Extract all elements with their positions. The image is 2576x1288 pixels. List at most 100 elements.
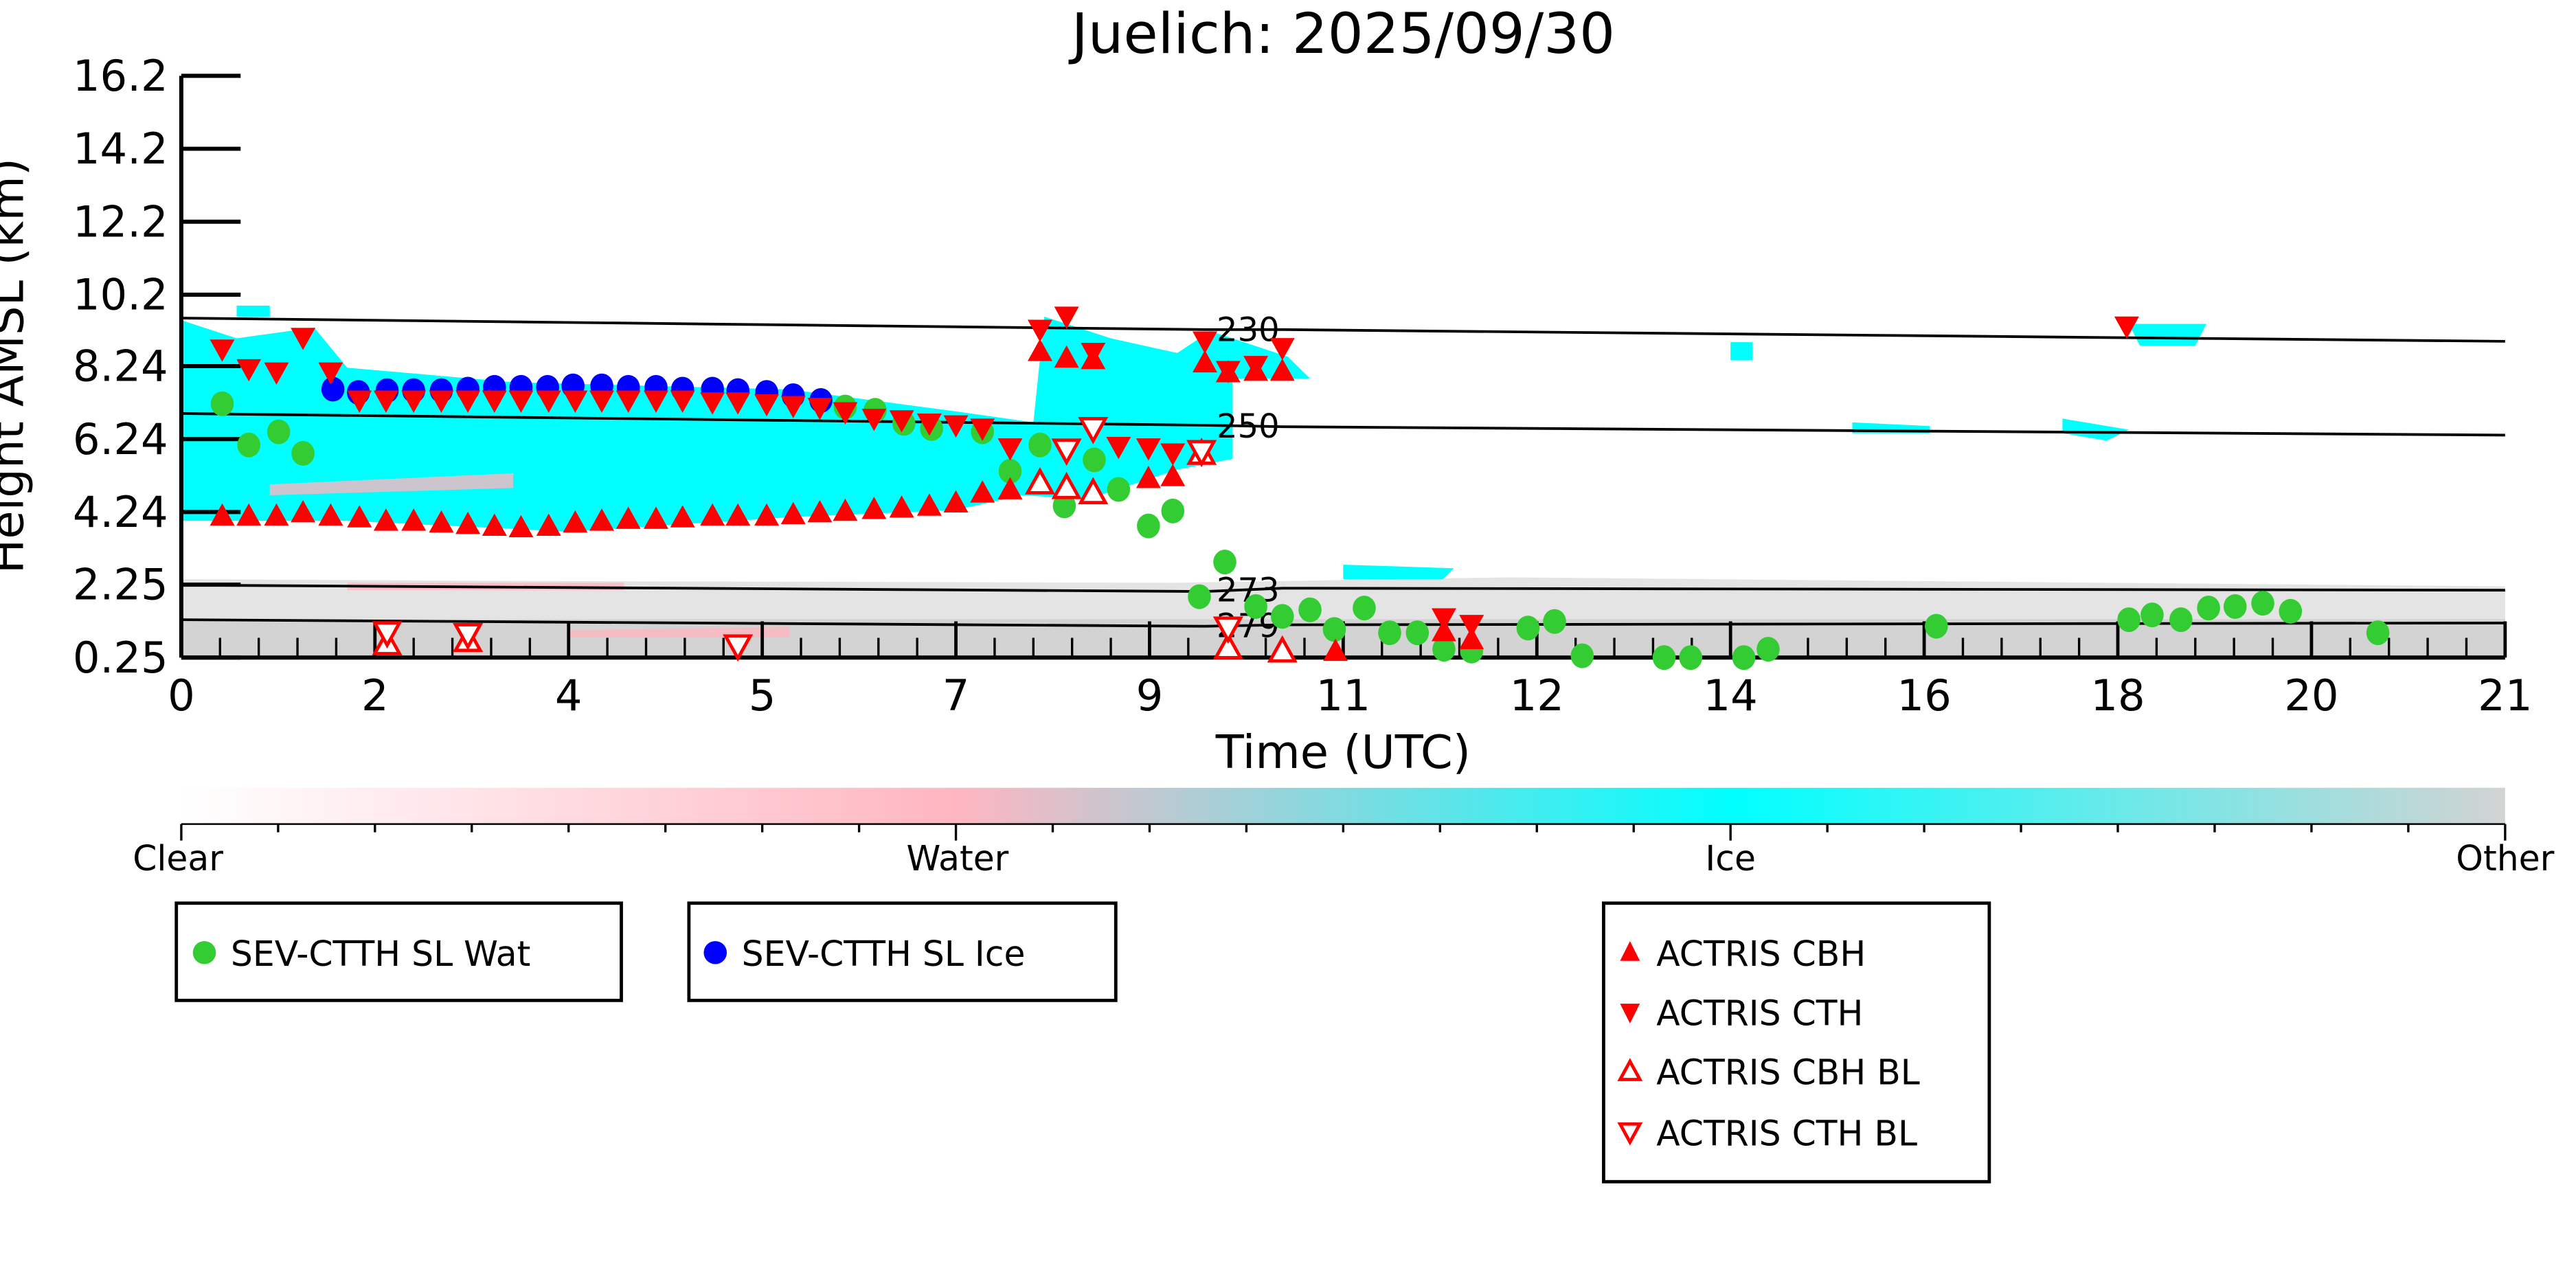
x-tick-label: 16 xyxy=(1897,670,1951,721)
data-point xyxy=(2279,598,2303,624)
data-point xyxy=(482,513,507,536)
data-point xyxy=(916,493,942,516)
legend-label: SEV-CTTH SL Ice xyxy=(742,934,1026,974)
x-tick-label: 0 xyxy=(168,670,195,721)
x-tick-label: 18 xyxy=(2090,670,2145,721)
data-point xyxy=(2197,596,2220,621)
data-point xyxy=(318,362,343,385)
colorbar-label-clear: Clear xyxy=(133,838,223,879)
x-tick-label: 7 xyxy=(942,670,970,721)
data-point xyxy=(998,458,1022,484)
data-point xyxy=(482,390,507,413)
data-point xyxy=(644,506,668,529)
legend-marker-triangle-down-hollow xyxy=(1617,1122,1643,1146)
data-point xyxy=(291,328,316,350)
data-point xyxy=(2251,591,2274,616)
data-point xyxy=(264,362,289,385)
series-actris-cth xyxy=(210,306,2139,637)
data-point xyxy=(1298,597,1322,622)
y-tick-label: 14.2 xyxy=(73,124,168,174)
data-point xyxy=(563,390,588,413)
colorbar-gradient xyxy=(181,787,2505,824)
data-point xyxy=(970,418,995,441)
data-point xyxy=(1269,338,1295,361)
data-point xyxy=(210,503,235,526)
data-point xyxy=(1054,306,1079,329)
data-point xyxy=(780,396,806,418)
ice-cloud-patch xyxy=(2129,324,2206,346)
data-point xyxy=(725,503,751,526)
data-point xyxy=(1054,345,1079,368)
isotherm-line xyxy=(181,412,2505,437)
legend-satellite-ice: SEV-CTTH SL Ice xyxy=(687,901,1118,1002)
data-point xyxy=(615,390,641,413)
data-point xyxy=(1516,615,1540,641)
data-point xyxy=(1432,637,1456,662)
data-point xyxy=(1078,417,1109,444)
y-tick-label: 10.2 xyxy=(73,270,168,320)
data-point xyxy=(1027,319,1052,342)
data-point xyxy=(237,432,260,457)
data-point xyxy=(1027,339,1052,361)
y-tick-label: 4.24 xyxy=(73,487,168,537)
x-tick-label: 9 xyxy=(1136,670,1164,721)
legend-marker-blue-circle xyxy=(703,940,727,964)
data-point xyxy=(373,390,398,413)
data-point xyxy=(1322,617,1346,642)
data-point xyxy=(1353,596,1376,621)
data-point xyxy=(943,415,969,438)
data-point xyxy=(889,495,914,518)
x-tick-label: 5 xyxy=(749,670,776,721)
data-point xyxy=(1024,467,1056,495)
data-point xyxy=(1215,361,1241,383)
data-point xyxy=(1270,604,1294,629)
legend-marker-triangle-up-filled xyxy=(1620,940,1640,961)
ice-cloud-patch xyxy=(2062,418,2129,441)
data-point xyxy=(1081,342,1106,365)
data-point xyxy=(372,621,403,649)
data-point xyxy=(347,390,372,413)
data-point xyxy=(589,508,615,531)
series-actris-cth-bl xyxy=(372,417,1243,662)
series-actris-cbh xyxy=(210,339,1484,662)
x-tick-label: 21 xyxy=(2478,670,2532,721)
data-point xyxy=(536,513,561,536)
data-point xyxy=(508,515,534,538)
legend-marker-triangle-up-hollow xyxy=(1617,1058,1643,1081)
data-point xyxy=(833,402,858,425)
data-point xyxy=(291,499,316,523)
data-point xyxy=(236,503,262,526)
data-point xyxy=(401,390,427,413)
isotherm-line xyxy=(181,583,2505,594)
chart-title: Juelich: 2025/09/30 xyxy=(1068,1,1615,67)
data-point xyxy=(1267,635,1298,663)
legend-label: SEV-CTTH SL Wat xyxy=(231,934,530,974)
isotherm-label: 250 xyxy=(1217,407,1280,446)
data-point xyxy=(536,390,561,413)
data-point xyxy=(700,392,725,415)
data-point xyxy=(1051,471,1082,499)
data-point xyxy=(1028,432,1052,457)
data-point xyxy=(780,501,806,525)
legend-label: ACTRIS CBH xyxy=(1656,934,1866,974)
isotherm-line xyxy=(181,618,2505,628)
data-point xyxy=(970,480,995,503)
data-point xyxy=(1732,645,1756,670)
data-point xyxy=(1459,615,1484,637)
y-tick-label: 12.2 xyxy=(73,196,168,247)
legend-label: ACTRIS CTH BL xyxy=(1656,1113,1917,1153)
data-point xyxy=(700,503,725,526)
data-point xyxy=(1378,620,1401,646)
isotherm-label: 230 xyxy=(1217,311,1280,350)
data-point xyxy=(1570,643,1594,668)
data-point xyxy=(1161,498,1185,523)
x-tick-label: 11 xyxy=(1316,670,1370,721)
data-point xyxy=(2117,607,2140,633)
data-point xyxy=(807,398,833,420)
data-point xyxy=(1083,447,1106,473)
data-point xyxy=(1405,620,1430,646)
data-point xyxy=(1679,645,1702,670)
data-point xyxy=(1107,477,1131,502)
data-point xyxy=(615,506,641,529)
